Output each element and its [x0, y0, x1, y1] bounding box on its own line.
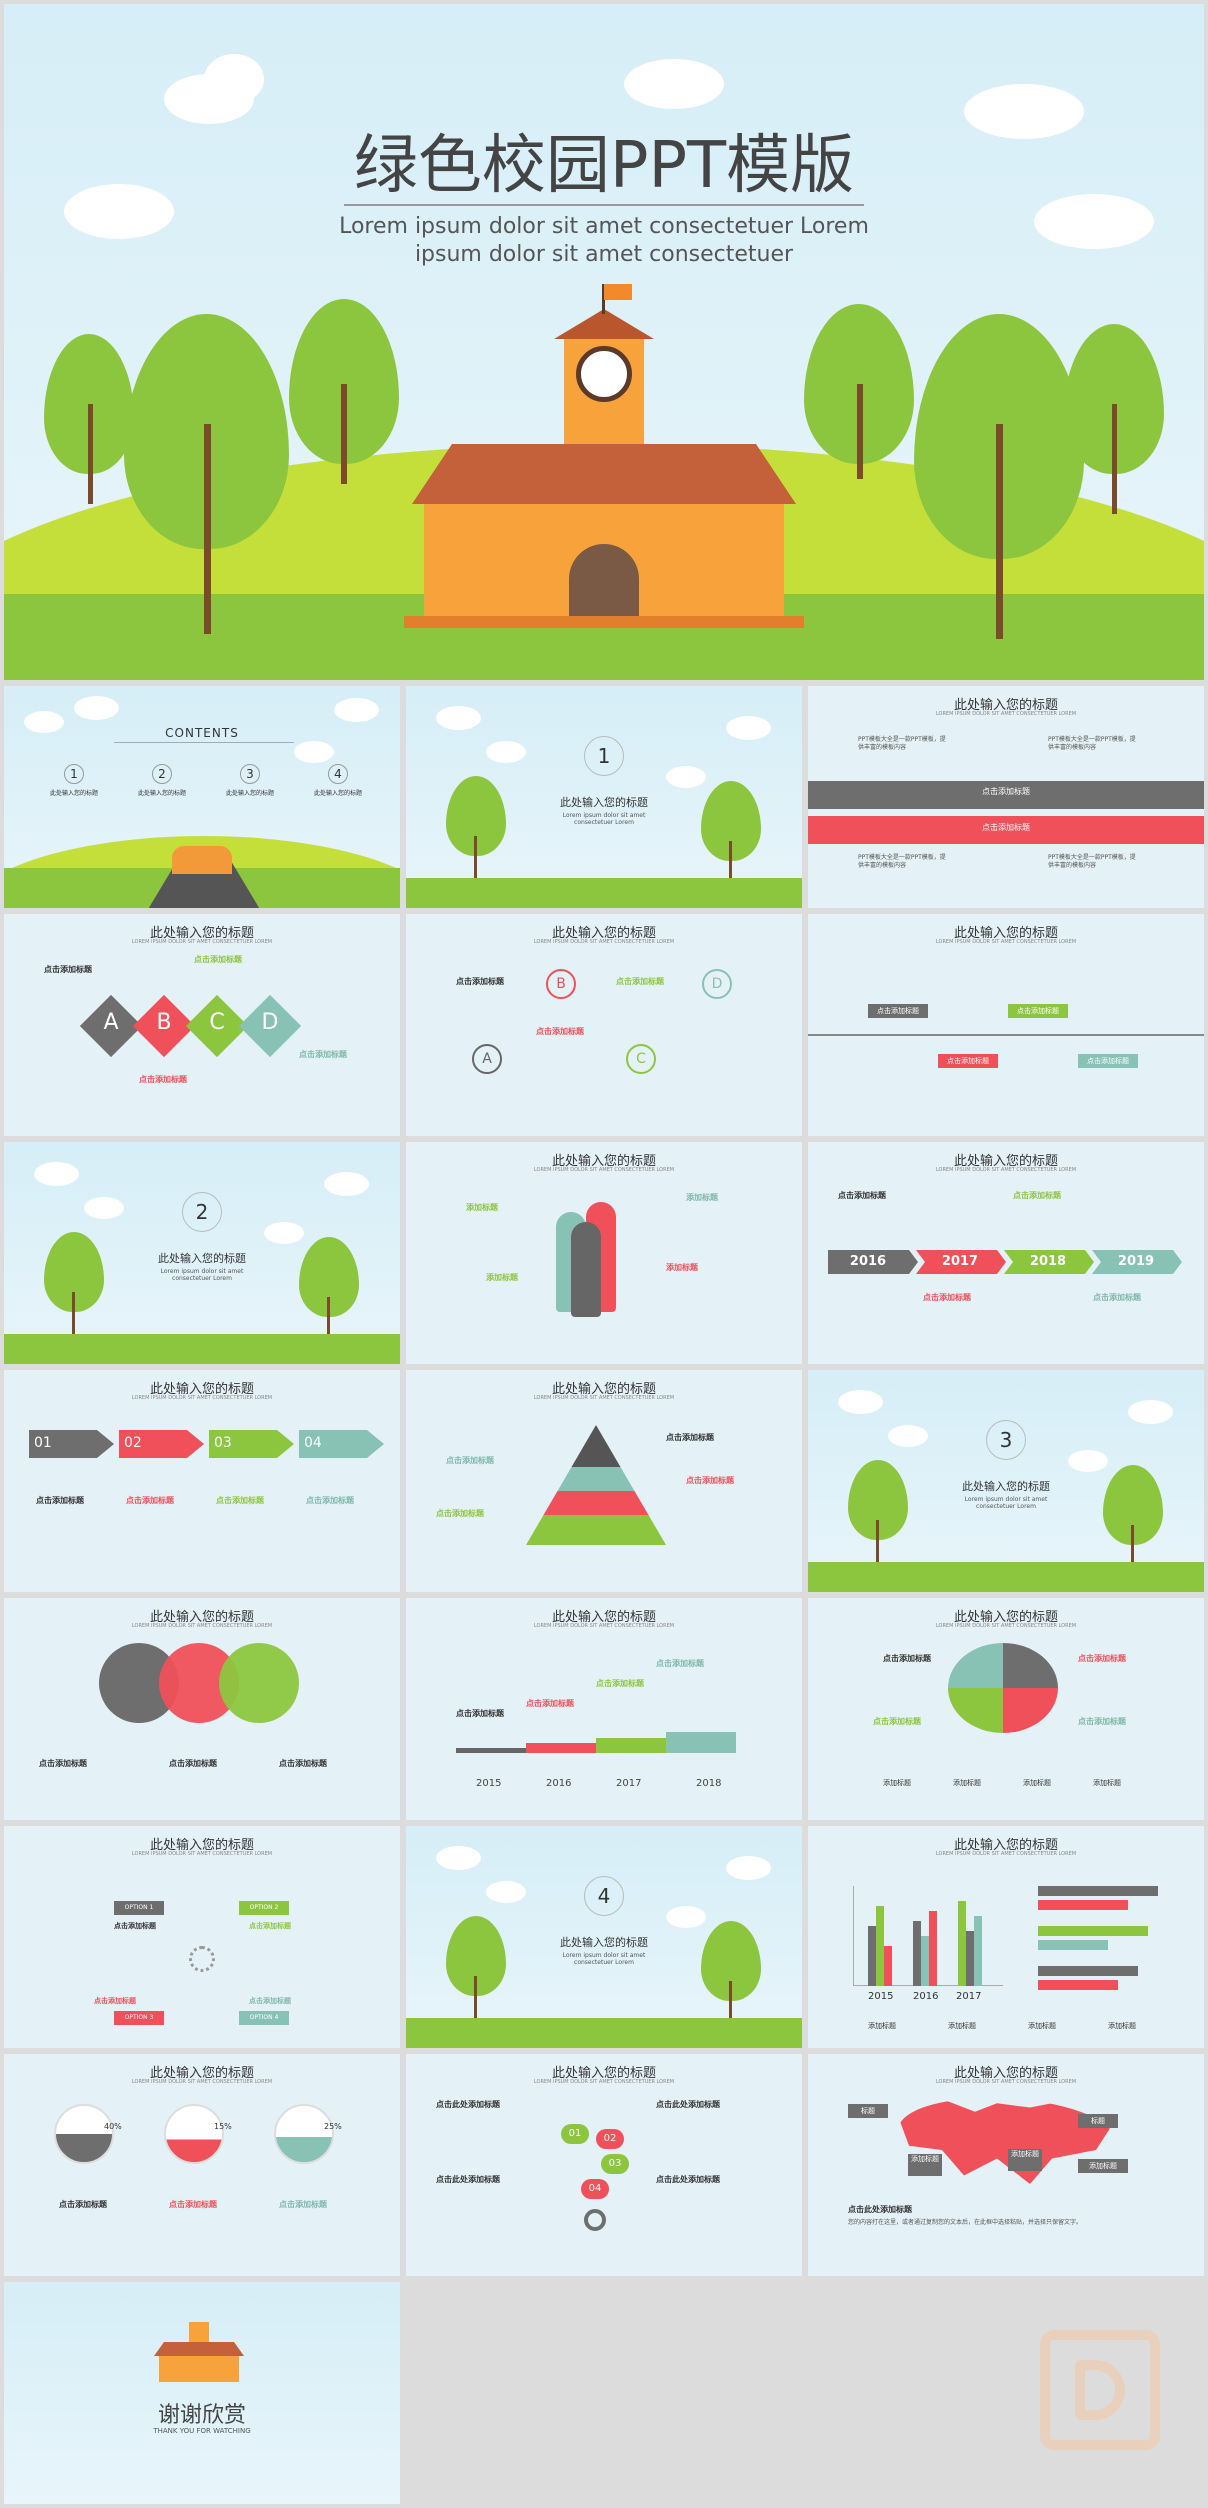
pyramid-slide: 此处输入您的标题 LOREM IPSUM DOLOR SIT AMET CONS… — [406, 1370, 802, 1592]
watermark-logo — [1040, 2330, 1160, 2450]
chapter-number: 4 — [584, 1876, 624, 1916]
contents-item-1[interactable]: 1 此处输入您的标题 — [34, 764, 114, 797]
contents-slide: CONTENTS 1 此处输入您的标题 2 此处输入您的标题 3 此处输入您的标… — [4, 686, 400, 908]
red-band — [808, 816, 1204, 844]
school-building — [404, 284, 804, 634]
bar-charts-slide: 此处输入您的标题 LOREM IPSUM DOLOR SIT AMET CONS… — [808, 1826, 1204, 2048]
pie-slide: 此处输入您的标题 LOREM IPSUM DOLOR SIT AMET CONS… — [808, 1598, 1204, 1820]
chapter-sub: Lorem ipsum dolor sit amet consectetuer … — [562, 1952, 646, 1966]
cloud — [204, 54, 264, 104]
world-map-slide: 此处输入您的标题 LOREM IPSUM DOLOR SIT AMET CONS… — [808, 2054, 1204, 2276]
cloud — [64, 184, 174, 239]
school-icon — [154, 2322, 244, 2382]
abcd-diamond-slide: 此处输入您的标题 LOREM IPSUM DOLOR SIT AMET CONS… — [4, 914, 400, 1136]
question-slide: 此处输入您的标题 LOREM IPSUM DOLOR SIT AMET CONS… — [406, 2054, 802, 2276]
pin-timeline-slide: 此处输入您的标题 LOREM IPSUM DOLOR SIT AMET CONS… — [808, 914, 1204, 1136]
cover-subtitle-2: ipsum dolor sit amet consectetuer — [414, 242, 794, 267]
years-arrow-slide: 此处输入您的标题 LOREM IPSUM DOLOR SIT AMET CONS… — [808, 1142, 1204, 1364]
thanks-title: 谢谢欣赏 — [157, 2403, 246, 2428]
thanks-slide: 谢谢欣赏 THANK YOU FOR WATCHING — [4, 2282, 400, 2504]
chapter-sub: Lorem ipsum dolor sit amet consectetuer … — [160, 1268, 244, 1282]
cover-title: 绿色校园PPT模版 — [353, 129, 855, 203]
chapter-sub: Lorem ipsum dolor sit amet consectetuer … — [964, 1496, 1048, 1510]
chapter-2-slide: 2 此处输入您的标题 Lorem ipsum dolor sit amet co… — [4, 1142, 400, 1364]
title-underline — [344, 204, 864, 206]
people-slide: 此处输入您的标题 LOREM IPSUM DOLOR SIT AMET CONS… — [406, 1142, 802, 1364]
chapter-number: 2 — [182, 1192, 222, 1232]
chapter-3-slide: 3 此处输入您的标题 Lorem ipsum dolor sit amet co… — [808, 1370, 1204, 1592]
banner-slide: 此处输入您的标题 LOREM IPSUM DOLOR SIT AMET CONS… — [808, 686, 1204, 908]
cover-subtitle-1: Lorem ipsum dolor sit amet consectetuer … — [339, 214, 869, 239]
cloud — [624, 59, 724, 109]
cloud — [1034, 194, 1154, 249]
venn-slide: 此处输入您的标题 LOREM IPSUM DOLOR SIT AMET CONS… — [4, 1598, 400, 1820]
thanks-sub: THANK YOU FOR WATCHING — [153, 2427, 251, 2435]
abcd-circle-slide: 此处输入您的标题 LOREM IPSUM DOLOR SIT AMET CONS… — [406, 914, 802, 1136]
contents-heading: CONTENTS — [165, 726, 239, 740]
chapter-title: 此处输入您的标题 — [560, 1936, 648, 1949]
contents-item-2[interactable]: 2 此处输入您的标题 — [122, 764, 202, 797]
chapter-title: 此处输入您的标题 — [158, 1252, 246, 1265]
chapter-1-slide: 1 此处输入您的标题 Lorem ipsum dolor sit amet co… — [406, 686, 802, 908]
stair-timeline-slide: 此处输入您的标题 LOREM IPSUM DOLOR SIT AMET CONS… — [406, 1598, 802, 1820]
cover-slide: 绿色校园PPT模版 Lorem ipsum dolor sit amet con… — [4, 4, 1204, 680]
options-slide: 此处输入您的标题 LOREM IPSUM DOLOR SIT AMET CONS… — [4, 1826, 400, 2048]
contents-item-4[interactable]: 4 此处输入您的标题 — [298, 764, 378, 797]
chapter-sub: Lorem ipsum dolor sit amet consectetuer … — [562, 812, 646, 826]
gray-band — [808, 781, 1204, 809]
chapter-title: 此处输入您的标题 — [560, 796, 648, 809]
step-arrows-slide: 此处输入您的标题 LOREM IPSUM DOLOR SIT AMET CONS… — [4, 1370, 400, 1592]
contents-item-3[interactable]: 3 此处输入您的标题 — [210, 764, 290, 797]
cloud — [964, 84, 1084, 139]
chapter-number: 1 — [584, 736, 624, 776]
flask-slide: 此处输入您的标题 LOREM IPSUM DOLOR SIT AMET CONS… — [4, 2054, 400, 2276]
chapter-title: 此处输入您的标题 — [962, 1480, 1050, 1493]
chapter-4-slide: 4 此处输入您的标题 Lorem ipsum dolor sit amet co… — [406, 1826, 802, 2048]
gear-icon — [189, 1946, 215, 1972]
chapter-number: 3 — [986, 1420, 1026, 1460]
